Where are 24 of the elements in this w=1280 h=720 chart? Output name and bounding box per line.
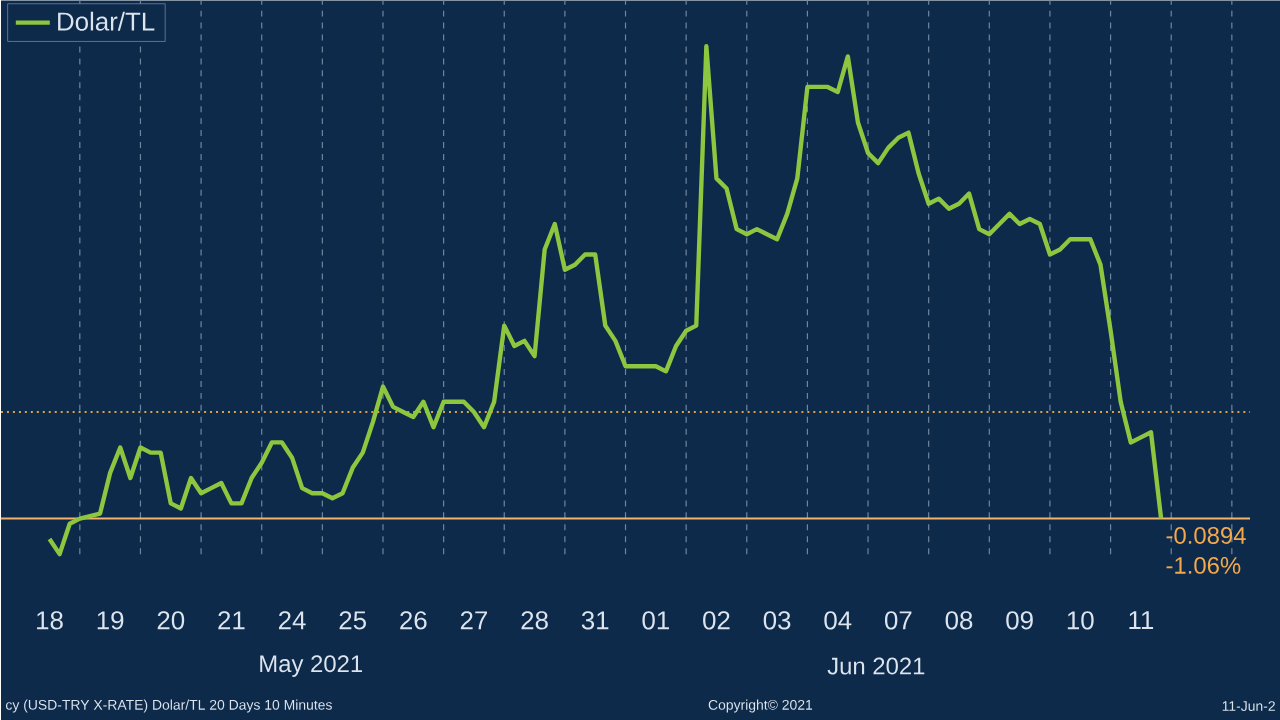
- x-tick-label: 07: [884, 611, 912, 630]
- x-tick-label: 27: [460, 611, 488, 630]
- x-tick-label: 02: [703, 611, 730, 630]
- annotation: -0.0894: [1166, 527, 1246, 544]
- x-tick-label: 11: [1129, 611, 1154, 629]
- x-tick-label: 28: [521, 611, 548, 630]
- x-tick-label: 10: [1067, 611, 1094, 630]
- x-tick-label: 31: [581, 611, 609, 630]
- x-tick-label: 18: [37, 611, 63, 630]
- x-tick-label: 20: [157, 611, 185, 630]
- x-tick-label: 26: [400, 611, 427, 630]
- x-tick-label: 03: [763, 611, 791, 630]
- text: May 2021: [260, 655, 363, 677]
- x-tick-label: 04: [824, 611, 852, 630]
- text: Jun 2021: [827, 657, 925, 675]
- x-tick-label: 01: [642, 611, 669, 630]
- x-tick-label: 21: [218, 611, 245, 630]
- x-tick-label: 25: [339, 611, 366, 630]
- x-tick-label: 24: [278, 611, 306, 630]
- x-tick-label: 09: [1006, 611, 1033, 630]
- legend-label: Dolar/TL: [58, 11, 155, 31]
- annotation: -1.06%: [1166, 556, 1241, 574]
- x-tick-label: 08: [945, 611, 973, 630]
- x-tick-label: 19: [97, 611, 124, 630]
